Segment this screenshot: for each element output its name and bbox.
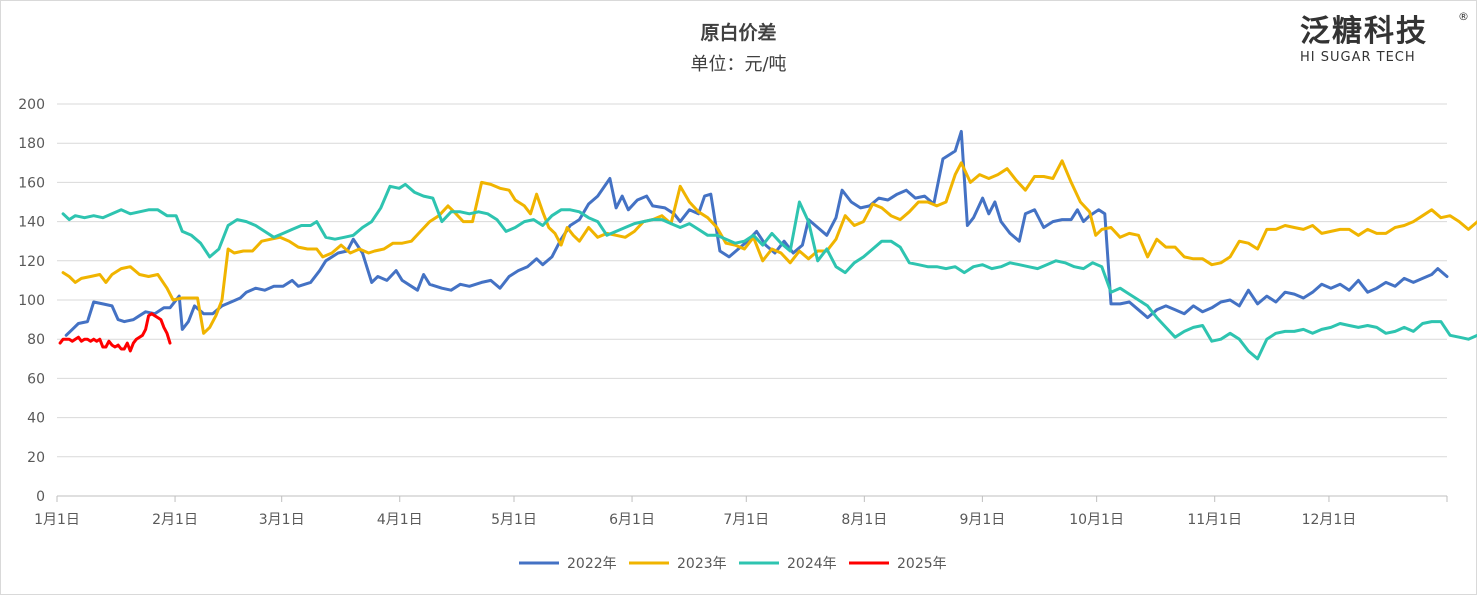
y-tick-label: 0	[36, 489, 45, 505]
x-tick-label: 3月1日	[259, 512, 305, 528]
legend-label-3: 2024年	[787, 556, 837, 572]
brand-logo: 泛糖科技 HI SUGAR TECH ®	[1300, 10, 1475, 66]
legend-label-1: 2022年	[567, 556, 617, 572]
series-line-1	[64, 129, 1449, 337]
y-tick-label: 100	[18, 293, 45, 309]
y-tick-label: 20	[27, 450, 45, 466]
x-tick-label: 1月1日	[34, 512, 80, 528]
y-tick-label: 40	[27, 411, 45, 427]
x-tick-label: 4月1日	[377, 512, 423, 528]
y-tick-label: 80	[27, 332, 45, 348]
series-line-2	[61, 159, 1477, 335]
y-tick-label: 160	[18, 175, 45, 191]
x-tick-label: 2月1日	[152, 512, 198, 528]
y-tick-label: 180	[18, 136, 45, 152]
x-tick-label: 9月1日	[959, 512, 1005, 528]
x-tick-label: 7月1日	[723, 512, 769, 528]
series-line-3	[61, 182, 1477, 361]
y-tick-label: 120	[18, 254, 45, 270]
chart-subtitle: 单位：元/吨	[690, 54, 787, 75]
chart-title: 原白价差	[700, 22, 777, 44]
x-tick-label: 5月1日	[491, 512, 537, 528]
y-tick-label: 60	[27, 371, 45, 387]
x-tick-label: 8月1日	[841, 512, 887, 528]
logo-chinese-text: 泛糖科技	[1300, 14, 1428, 49]
x-tick-label: 11月1日	[1187, 512, 1242, 528]
legend-label-2: 2023年	[677, 556, 727, 572]
series-line-4	[58, 312, 172, 353]
x-tick-label: 6月1日	[609, 512, 655, 528]
registered-mark: ®	[1458, 10, 1469, 23]
y-tick-label: 140	[18, 215, 45, 231]
x-tick-label: 12月1日	[1302, 512, 1357, 528]
x-tick-label: 10月1日	[1069, 512, 1124, 528]
logo-english-text: HI SUGAR TECH	[1300, 50, 1416, 65]
legend-label-4: 2025年	[897, 556, 947, 572]
y-tick-label: 200	[18, 97, 45, 113]
